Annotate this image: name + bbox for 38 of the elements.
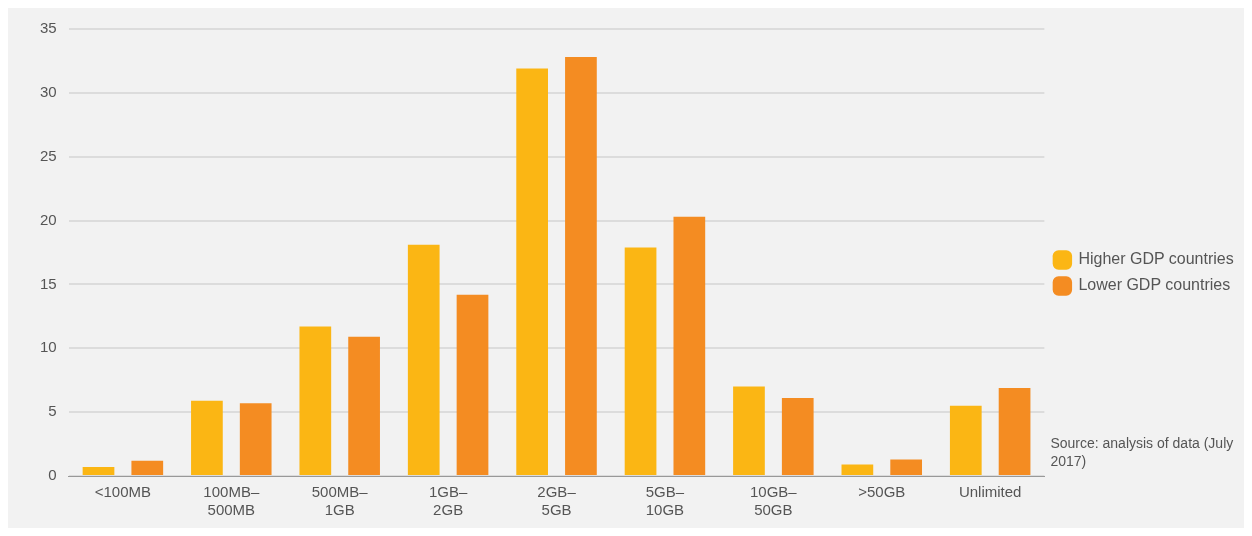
bar: [82, 467, 115, 475]
bar: [781, 398, 814, 475]
y-tick-label: 25: [40, 146, 57, 164]
bar: [565, 57, 597, 475]
bar: [131, 460, 164, 475]
y-tick-label: 30: [40, 83, 57, 100]
x-tick-label: 100MB–500MB: [203, 483, 260, 519]
y-tick-label: 15: [40, 274, 57, 292]
bar: [191, 400, 223, 475]
bar: [516, 68, 548, 475]
x-tick-label: 500MB–1GB: [311, 483, 369, 519]
bar: [673, 216, 706, 475]
bar: [407, 244, 440, 475]
bar: [456, 294, 489, 475]
legend-label: Lower GDP countries: [1078, 276, 1231, 294]
bar: [998, 387, 1031, 475]
legend-label: Higher GDP countries: [1078, 250, 1234, 268]
bar: [299, 326, 332, 475]
y-tick-label: 20: [40, 210, 57, 228]
y-tick-label: 5: [48, 402, 57, 420]
bar: [239, 403, 272, 475]
bar: [348, 336, 380, 475]
y-tick-label: 10: [40, 338, 57, 356]
x-tick-label: 10GB–50GB: [750, 483, 798, 519]
x-tick-label: 1GB–2GB: [428, 483, 468, 519]
x-tick-label: 2GB–5GB: [537, 483, 577, 519]
source-note: Source: analysis of data (July 2017): [1050, 435, 1234, 469]
bar: [949, 405, 982, 475]
bar: [624, 247, 657, 475]
x-tick-label: >50GB: [858, 483, 906, 501]
x-tick-label: 5GB–10GB: [645, 483, 685, 519]
bar: [890, 459, 923, 475]
bar: [733, 386, 765, 475]
x-tick-label: <100MB: [94, 483, 152, 501]
y-tick-label: 0: [48, 466, 57, 484]
x-tick-label: Unlimited: [958, 483, 1022, 501]
bar: [841, 464, 874, 475]
y-tick-label: 35: [40, 19, 57, 37]
